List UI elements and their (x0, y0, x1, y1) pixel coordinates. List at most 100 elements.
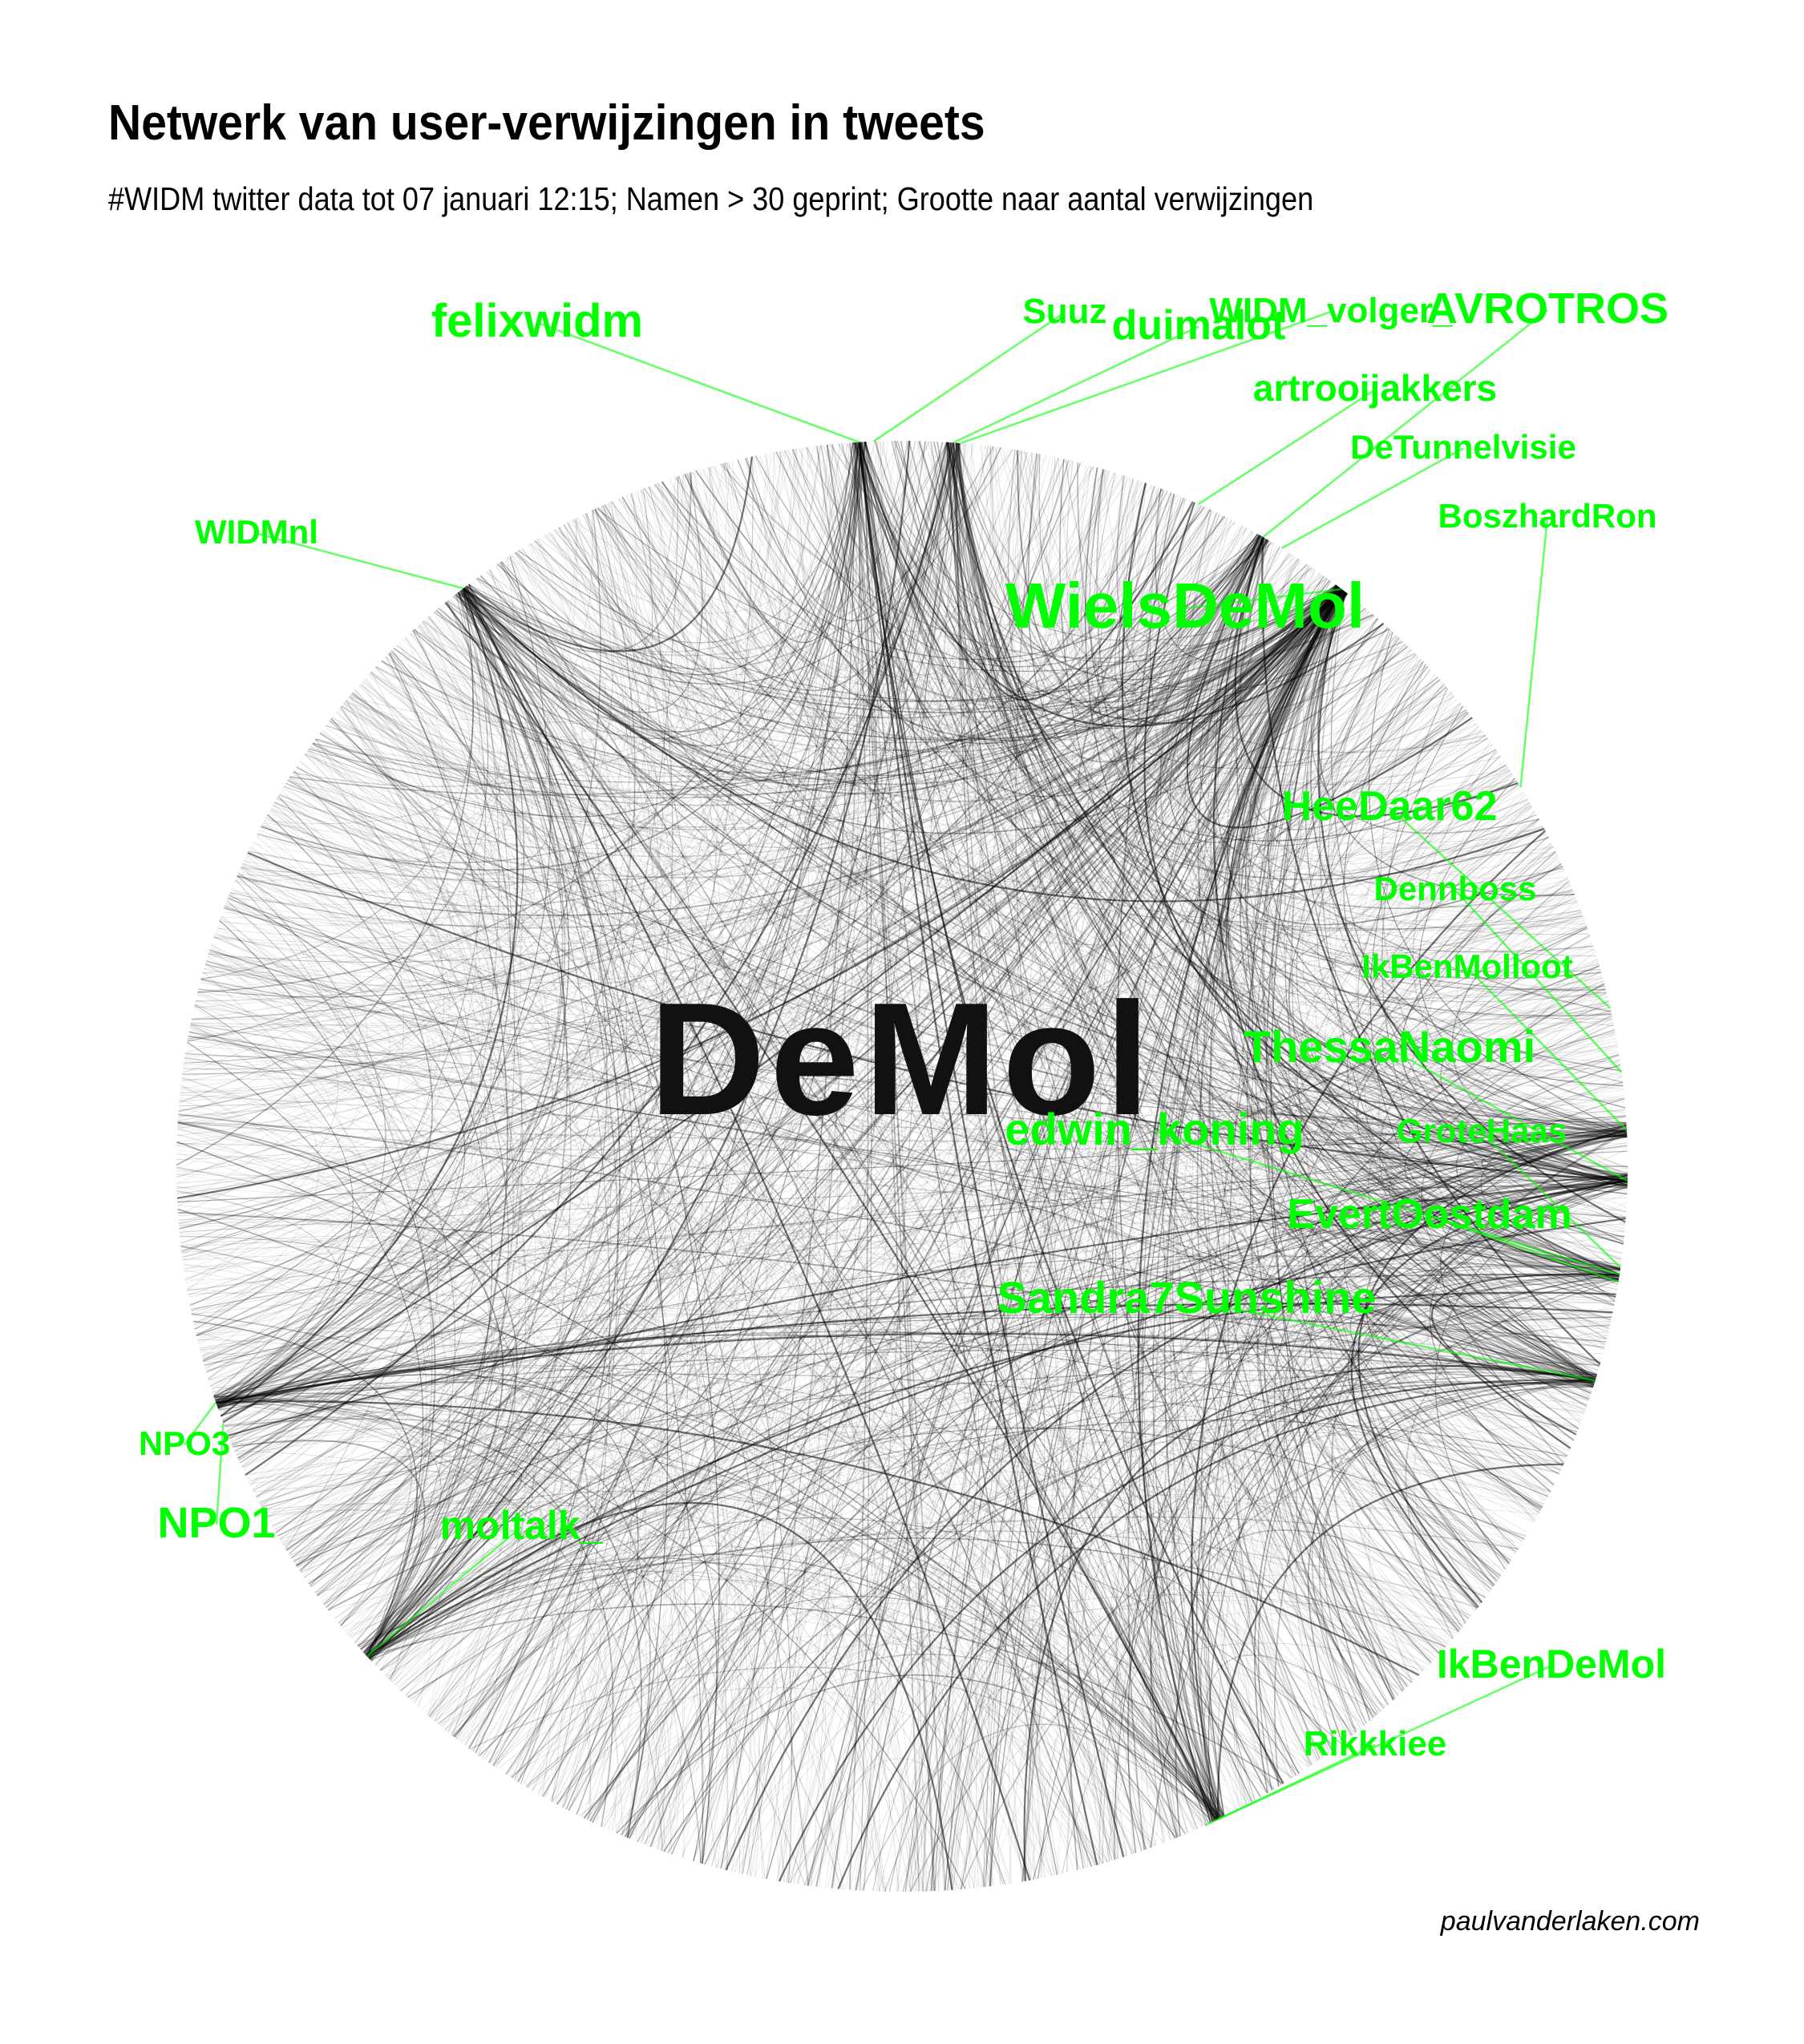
edge (807, 925, 1588, 1886)
edge (407, 1521, 1459, 1698)
edge (793, 702, 1461, 1884)
leader-line (1389, 806, 1612, 1009)
edge (368, 463, 1082, 1658)
edge (216, 498, 1186, 938)
edge (1187, 525, 1389, 746)
edge (310, 620, 533, 836)
edge (225, 903, 1592, 1392)
edge (220, 1255, 1620, 1416)
edge (861, 442, 920, 1892)
edge (1145, 729, 1482, 1839)
edge (1296, 1269, 1620, 1726)
edge (830, 444, 1339, 641)
edge (343, 702, 1548, 1497)
edge (1302, 634, 1595, 1386)
edge (654, 483, 1541, 1513)
edge (459, 1557, 621, 1767)
edge (427, 591, 562, 749)
edge (1102, 1223, 1626, 1860)
edge (1267, 1303, 1613, 1682)
edge (550, 442, 847, 1801)
edge (1122, 611, 1370, 1830)
edge (1212, 536, 1571, 1449)
edge (574, 1619, 1386, 1814)
node-label-ikbenmolloot: IkBenMolloot (1361, 947, 1573, 985)
edge (348, 475, 718, 1636)
edge (1359, 1181, 1628, 1576)
edge (951, 442, 1248, 725)
edge (1378, 1235, 1620, 1276)
edge (936, 441, 1628, 1178)
edge (848, 442, 869, 1890)
edge (960, 1125, 1627, 1890)
edge (256, 461, 730, 1498)
edge (1246, 587, 1394, 1701)
edge (192, 1303, 564, 1717)
edge (213, 604, 1362, 1398)
edge (480, 1604, 662, 1831)
edge (216, 926, 578, 1732)
edge (1334, 897, 1603, 1027)
edge (229, 476, 678, 895)
edge (273, 1426, 1519, 1550)
edge (315, 738, 646, 1830)
edge (465, 586, 1581, 931)
edge (1209, 585, 1389, 1706)
edge (962, 443, 1300, 1774)
edge (181, 442, 960, 1258)
edge (195, 1000, 1495, 1586)
edge (860, 442, 872, 1891)
edge (263, 1503, 960, 1890)
edge (754, 455, 1232, 718)
edge (177, 469, 1105, 1204)
edge (1309, 1265, 1620, 1577)
edge (342, 1583, 1146, 1850)
edge (269, 810, 1594, 954)
edge (216, 1404, 787, 1883)
edge (1357, 1129, 1628, 1603)
edge (855, 592, 1346, 1891)
edge (605, 504, 1331, 1752)
edge (400, 1136, 1628, 1691)
edge (933, 441, 1341, 681)
edge (989, 586, 1340, 1887)
edge (190, 1024, 1628, 1137)
edge (259, 576, 581, 898)
edge (1098, 1275, 1620, 1864)
edge (199, 1330, 511, 1643)
edge (548, 614, 1374, 1801)
edge (309, 442, 845, 769)
edge (231, 1343, 1596, 1444)
edge (272, 513, 613, 845)
edge (223, 761, 399, 924)
edge (1102, 1022, 1614, 1864)
edge (659, 443, 968, 1851)
edge (1232, 1603, 1450, 1806)
edge (1306, 705, 1464, 835)
edge (194, 1004, 1626, 1218)
edge (1317, 592, 1575, 897)
edge (310, 635, 1397, 1588)
edge (1114, 559, 1300, 1819)
edge (765, 442, 863, 1880)
edge (1387, 810, 1535, 1598)
edge (1195, 611, 1442, 863)
edge (1118, 483, 1340, 725)
edge (1127, 1129, 1628, 1853)
edge (258, 1268, 1620, 1504)
edge (243, 664, 1426, 880)
edge (197, 481, 664, 992)
edge (250, 846, 562, 1751)
edge (1207, 536, 1622, 1260)
edge (205, 960, 1598, 1375)
edge (363, 476, 679, 1654)
edge (855, 442, 1519, 1549)
edge (1196, 1457, 1543, 1804)
edge (370, 798, 1528, 1661)
edge (1256, 695, 1564, 1464)
edge (361, 1569, 601, 1808)
edge (444, 1431, 1564, 1731)
edge (356, 1525, 565, 1740)
edge (640, 489, 1613, 1024)
edge (952, 442, 1394, 1700)
